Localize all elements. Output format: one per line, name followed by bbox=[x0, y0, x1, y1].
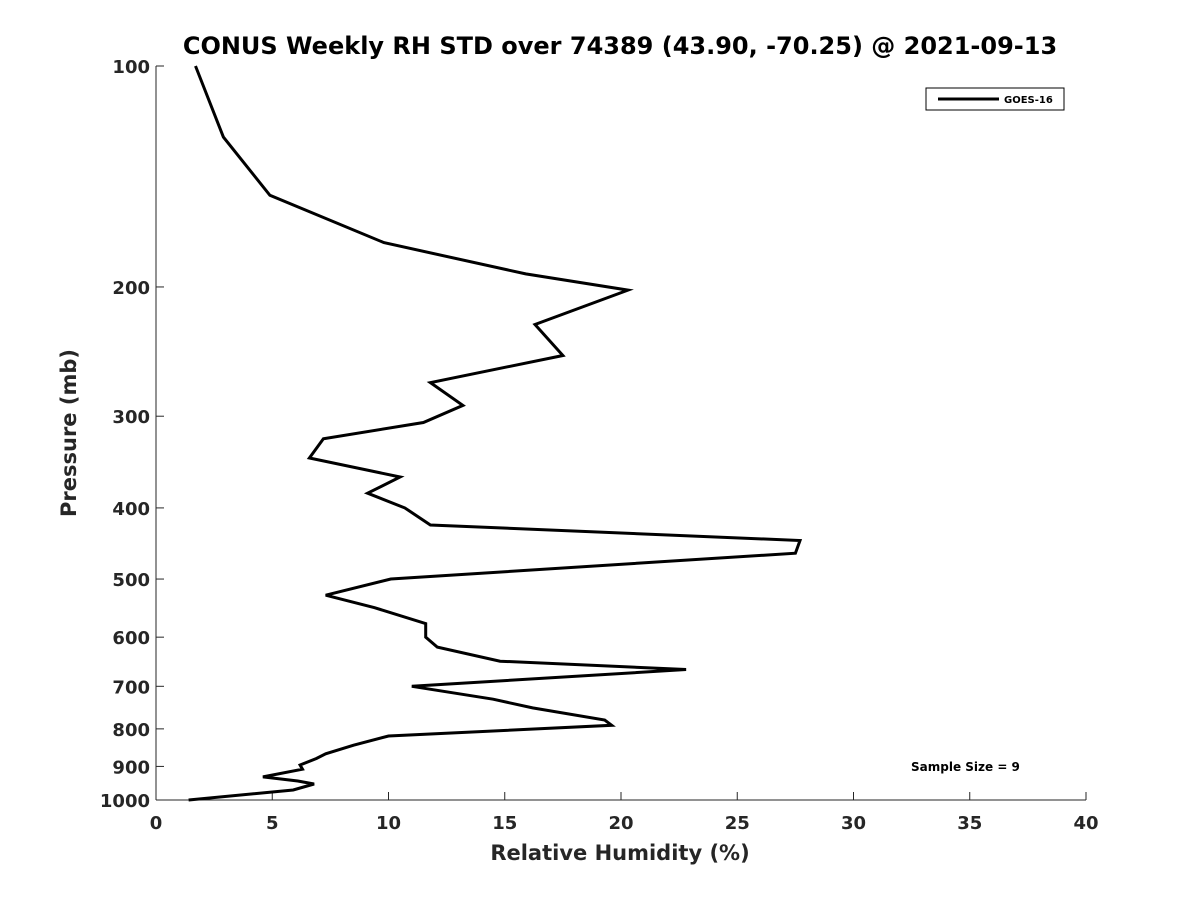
x-tick-label: 15 bbox=[492, 813, 517, 834]
y-tick-label: 300 bbox=[112, 407, 150, 428]
x-tick-label: 40 bbox=[1073, 813, 1098, 834]
x-tick-label: 5 bbox=[266, 813, 279, 834]
y-tick-label: 400 bbox=[112, 499, 150, 520]
x-tick-label: 35 bbox=[957, 813, 982, 834]
y-tick-label: 100 bbox=[112, 57, 150, 78]
x-tick-label: 25 bbox=[725, 813, 750, 834]
plot-area bbox=[155, 66, 1086, 801]
y-axis-label: Pressure (mb) bbox=[57, 349, 81, 517]
x-axis: 0 5 10 15 20 25 30 35 40 bbox=[150, 792, 1099, 834]
series-layer bbox=[188, 65, 803, 802]
x-tick-label: 20 bbox=[608, 813, 633, 834]
y-axis: 100 200 300 400 500 600 700 800 900 1000 bbox=[100, 57, 164, 812]
x-tick-label: 30 bbox=[841, 813, 866, 834]
series-line-goes-16 bbox=[188, 65, 803, 802]
y-tick-label: 800 bbox=[112, 720, 150, 741]
y-tick-label: 700 bbox=[112, 677, 150, 698]
legend-label-goes-16: GOES-16 bbox=[1004, 95, 1053, 106]
y-tick-label: 1000 bbox=[100, 791, 150, 812]
y-tick-label: 900 bbox=[112, 757, 150, 778]
x-axis-label: Relative Humidity (%) bbox=[490, 841, 749, 865]
sample-size-annotation: Sample Size = 9 bbox=[911, 760, 1020, 774]
x-tick-label: 0 bbox=[150, 813, 163, 834]
legend: GOES-16 bbox=[925, 87, 1065, 111]
x-tick-label: 10 bbox=[376, 813, 401, 834]
y-tick-label: 600 bbox=[112, 628, 150, 649]
y-tick-label: 500 bbox=[112, 570, 150, 591]
chart-title: CONUS Weekly RH STD over 74389 (43.90, -… bbox=[183, 32, 1057, 60]
y-tick-label: 200 bbox=[112, 278, 150, 299]
